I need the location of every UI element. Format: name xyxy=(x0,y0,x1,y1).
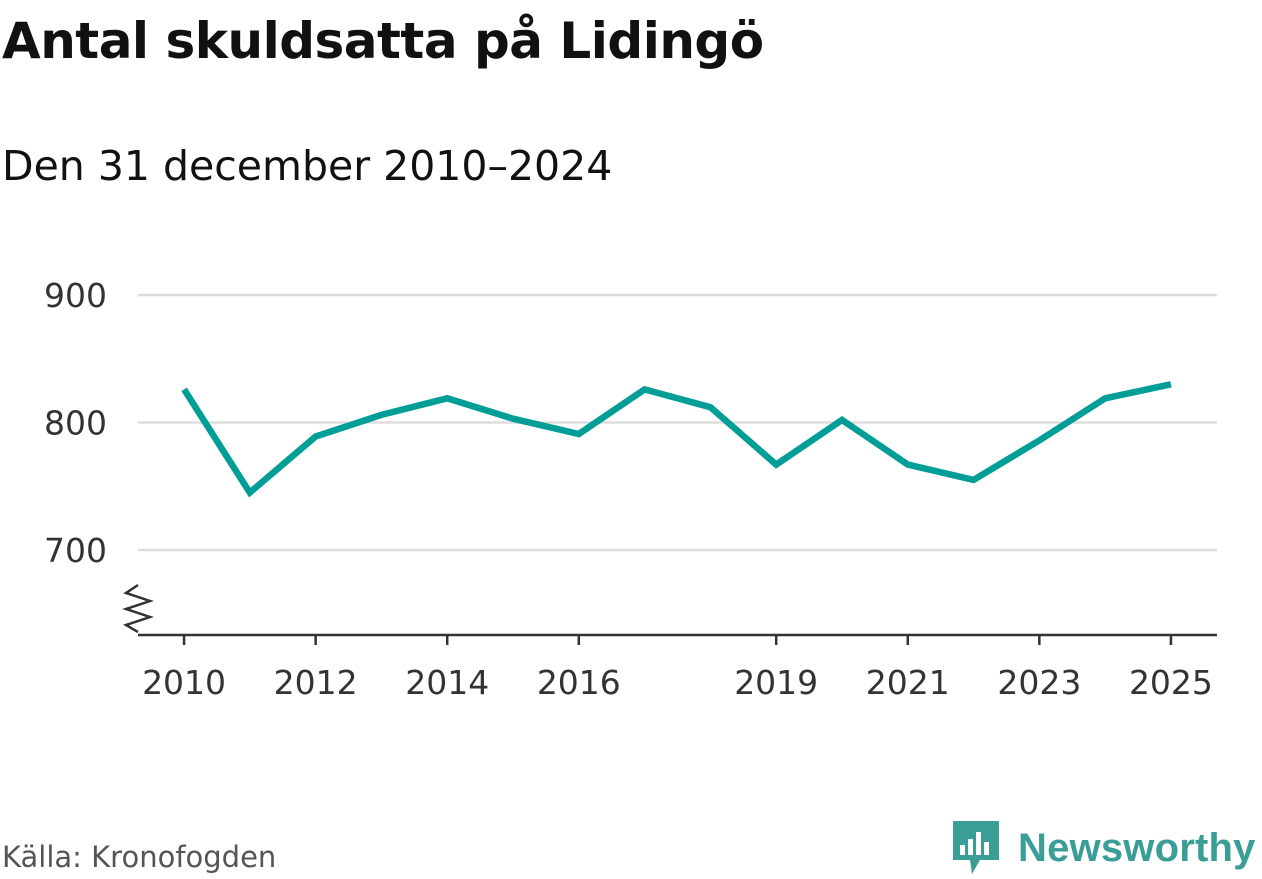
y-tick-label-900: 900 xyxy=(44,276,107,315)
newsworthy-logo-icon xyxy=(953,821,999,874)
chart-subtitle: Den 31 december 2010–2024 xyxy=(2,142,613,190)
chart-title: Antal skuldsatta på Lidingö xyxy=(2,12,764,70)
y-tick-label-700: 700 xyxy=(44,531,107,570)
y-axis-break-icon xyxy=(122,583,154,634)
brand-logo[interactable]: Newsworthy xyxy=(950,818,1256,878)
x-tick-label-2010: 2010 xyxy=(142,663,226,702)
brand-name: Newsworthy xyxy=(1018,825,1256,870)
y-tick-label-800: 800 xyxy=(44,404,107,443)
x-tick-label-2023: 2023 xyxy=(997,663,1081,702)
x-tick-label-2016: 2016 xyxy=(537,663,621,702)
x-tick-label-2021: 2021 xyxy=(866,663,950,702)
source-note: Källa: Kronofogden xyxy=(2,840,277,874)
series-line-0 xyxy=(181,381,1172,498)
x-tick-label-2012: 2012 xyxy=(274,663,358,702)
x-tick-label-2025: 2025 xyxy=(1129,663,1213,702)
x-tick-label-2014: 2014 xyxy=(405,663,489,702)
x-tick-label-2019: 2019 xyxy=(734,663,818,702)
